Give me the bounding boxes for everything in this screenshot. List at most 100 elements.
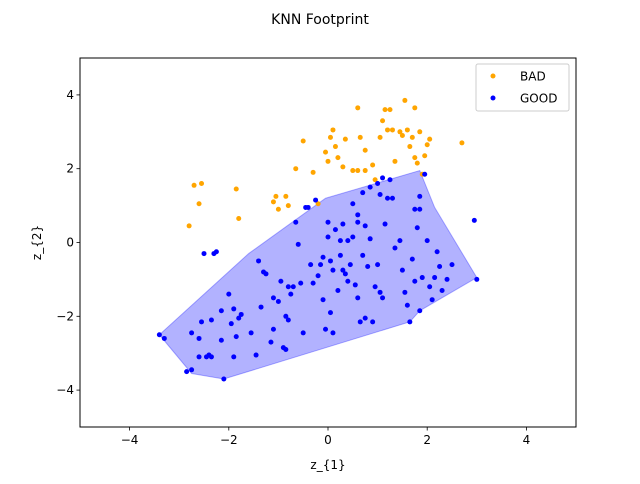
point-bad	[389, 127, 395, 133]
point-good	[412, 206, 418, 212]
point-good	[404, 302, 410, 308]
point-good	[248, 330, 254, 336]
point-good	[419, 275, 425, 281]
point-good	[417, 206, 423, 212]
point-bad	[459, 140, 465, 146]
point-bad	[350, 168, 356, 174]
x-tick-label: 2	[423, 433, 431, 447]
point-good	[320, 254, 326, 260]
point-bad	[191, 182, 197, 188]
point-good	[380, 175, 386, 181]
point-good	[201, 251, 207, 257]
y-axis: −4 −2 0 2 4	[56, 88, 80, 397]
point-good	[213, 249, 219, 255]
point-good	[295, 241, 301, 247]
point-bad	[382, 107, 388, 113]
point-good	[345, 278, 351, 284]
point-good	[300, 330, 306, 336]
point-good	[375, 180, 381, 186]
point-good	[357, 319, 363, 325]
point-good	[365, 263, 371, 269]
point-good	[387, 177, 393, 183]
point-bad	[355, 105, 361, 111]
point-good	[407, 319, 413, 325]
point-good	[268, 339, 274, 345]
point-bad	[293, 166, 299, 172]
point-bad	[402, 97, 408, 103]
point-bad	[412, 155, 418, 161]
point-good	[409, 256, 415, 262]
point-good	[233, 334, 239, 340]
point-good	[288, 291, 294, 297]
point-good	[258, 304, 264, 310]
point-good	[218, 337, 224, 343]
point-good	[375, 262, 381, 268]
point-good	[231, 306, 237, 312]
point-bad	[186, 223, 192, 229]
point-good	[385, 195, 391, 201]
point-good	[389, 195, 395, 201]
point-good	[208, 354, 214, 360]
point-good	[377, 192, 383, 198]
point-good	[335, 287, 341, 293]
y-tick-label: 4	[66, 88, 74, 102]
point-bad	[283, 193, 289, 199]
point-good	[290, 284, 296, 290]
point-good	[380, 295, 386, 301]
y-tick-label: −2	[56, 309, 74, 323]
point-good	[327, 258, 333, 264]
point-good	[327, 310, 333, 316]
point-good	[228, 321, 234, 327]
point-good	[189, 367, 195, 373]
point-good	[377, 289, 383, 295]
y-tick-label: 2	[66, 162, 74, 176]
point-good	[196, 354, 202, 360]
point-good	[161, 335, 167, 341]
point-good	[283, 313, 289, 319]
point-good	[392, 245, 398, 251]
point-good	[231, 354, 237, 360]
point-good	[397, 238, 403, 244]
point-good	[370, 319, 376, 325]
point-bad	[380, 118, 386, 124]
point-bad	[377, 134, 383, 140]
point-good	[253, 352, 259, 358]
point-good	[305, 204, 311, 210]
point-good	[337, 252, 343, 258]
legend-marker-good	[490, 95, 496, 101]
point-good	[471, 217, 477, 223]
point-good	[340, 267, 346, 273]
point-bad	[355, 168, 361, 174]
point-good	[325, 234, 331, 240]
point-bad	[330, 127, 336, 133]
point-bad	[273, 193, 279, 199]
point-bad	[362, 168, 368, 174]
point-good	[347, 262, 353, 268]
point-bad	[397, 129, 403, 135]
point-good	[184, 369, 190, 375]
point-good	[236, 315, 242, 321]
y-tick-label: −4	[56, 383, 74, 397]
point-bad	[340, 164, 346, 170]
point-good	[285, 284, 291, 290]
point-bad	[285, 203, 291, 209]
point-good	[350, 201, 356, 207]
legend-label-good: GOOD	[520, 92, 557, 106]
point-good	[199, 319, 205, 325]
x-tick-label: 4	[523, 433, 531, 447]
point-good	[313, 197, 319, 203]
point-good	[330, 330, 336, 336]
point-bad	[414, 160, 420, 166]
point-bad	[417, 129, 423, 135]
x-tick-label: −2	[220, 433, 238, 447]
point-bad	[327, 134, 333, 140]
point-good	[355, 295, 361, 301]
point-good	[360, 190, 366, 196]
point-good	[283, 347, 289, 353]
y-axis-label: z_{2}	[30, 225, 44, 260]
point-good	[275, 299, 281, 305]
point-bad	[236, 216, 242, 222]
point-good	[308, 262, 314, 268]
point-bad	[392, 158, 398, 164]
